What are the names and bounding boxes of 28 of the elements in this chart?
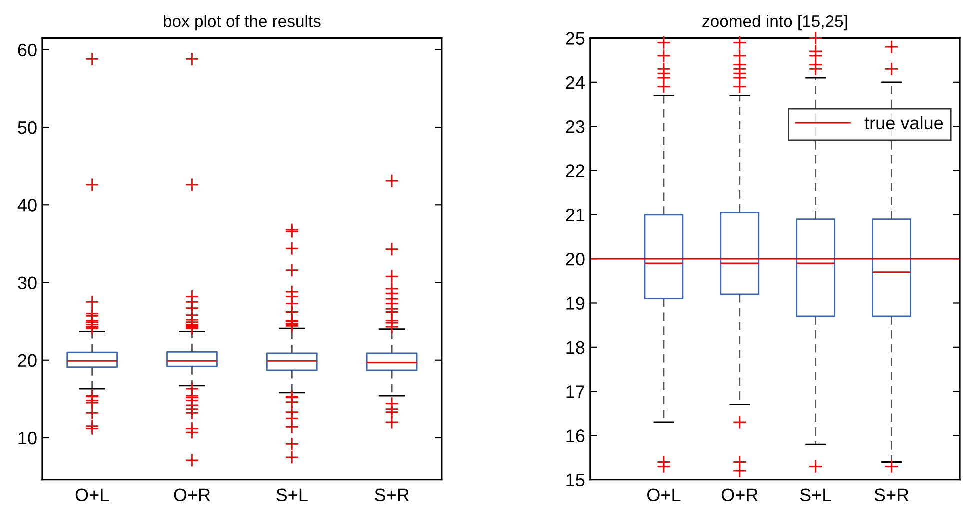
x-tick-label: O+R bbox=[174, 488, 210, 502]
y-tick-label: 60 bbox=[18, 44, 37, 57]
y-tick-label: 30 bbox=[18, 276, 37, 290]
y-tick-label: 23 bbox=[566, 120, 585, 134]
y-tick-label: 22 bbox=[566, 164, 585, 178]
x-tick-label: S+R bbox=[874, 488, 909, 502]
y-tick-label: 10 bbox=[18, 432, 37, 445]
x-tick-label: O+R bbox=[722, 488, 758, 502]
legend-label: true value bbox=[864, 116, 944, 130]
chart-title: zoomed into [15,25] bbox=[702, 15, 848, 31]
y-tick-label: 40 bbox=[18, 199, 37, 212]
y-tick-label: 19 bbox=[566, 297, 585, 310]
x-tick-label: O+L bbox=[76, 488, 110, 502]
chart-title: box plot of the results bbox=[164, 15, 321, 31]
x-tick-label: O+L bbox=[648, 488, 681, 502]
y-tick-label: 24 bbox=[566, 76, 585, 89]
y-tick-label: 16 bbox=[566, 430, 585, 442]
y-tick-label: 20 bbox=[18, 354, 37, 368]
y-tick-label: 25 bbox=[566, 32, 585, 45]
y-tick-label: 17 bbox=[566, 386, 585, 398]
x-tick-label: S+L bbox=[276, 488, 308, 502]
y-tick-label: 18 bbox=[566, 341, 585, 354]
y-tick-label: 20 bbox=[566, 253, 585, 266]
x-tick-label: S+L bbox=[800, 488, 832, 502]
y-tick-label: 21 bbox=[566, 208, 585, 222]
y-tick-label: 50 bbox=[18, 121, 37, 134]
y-tick-label: 15 bbox=[566, 474, 585, 487]
x-tick-label: S+R bbox=[375, 488, 410, 502]
